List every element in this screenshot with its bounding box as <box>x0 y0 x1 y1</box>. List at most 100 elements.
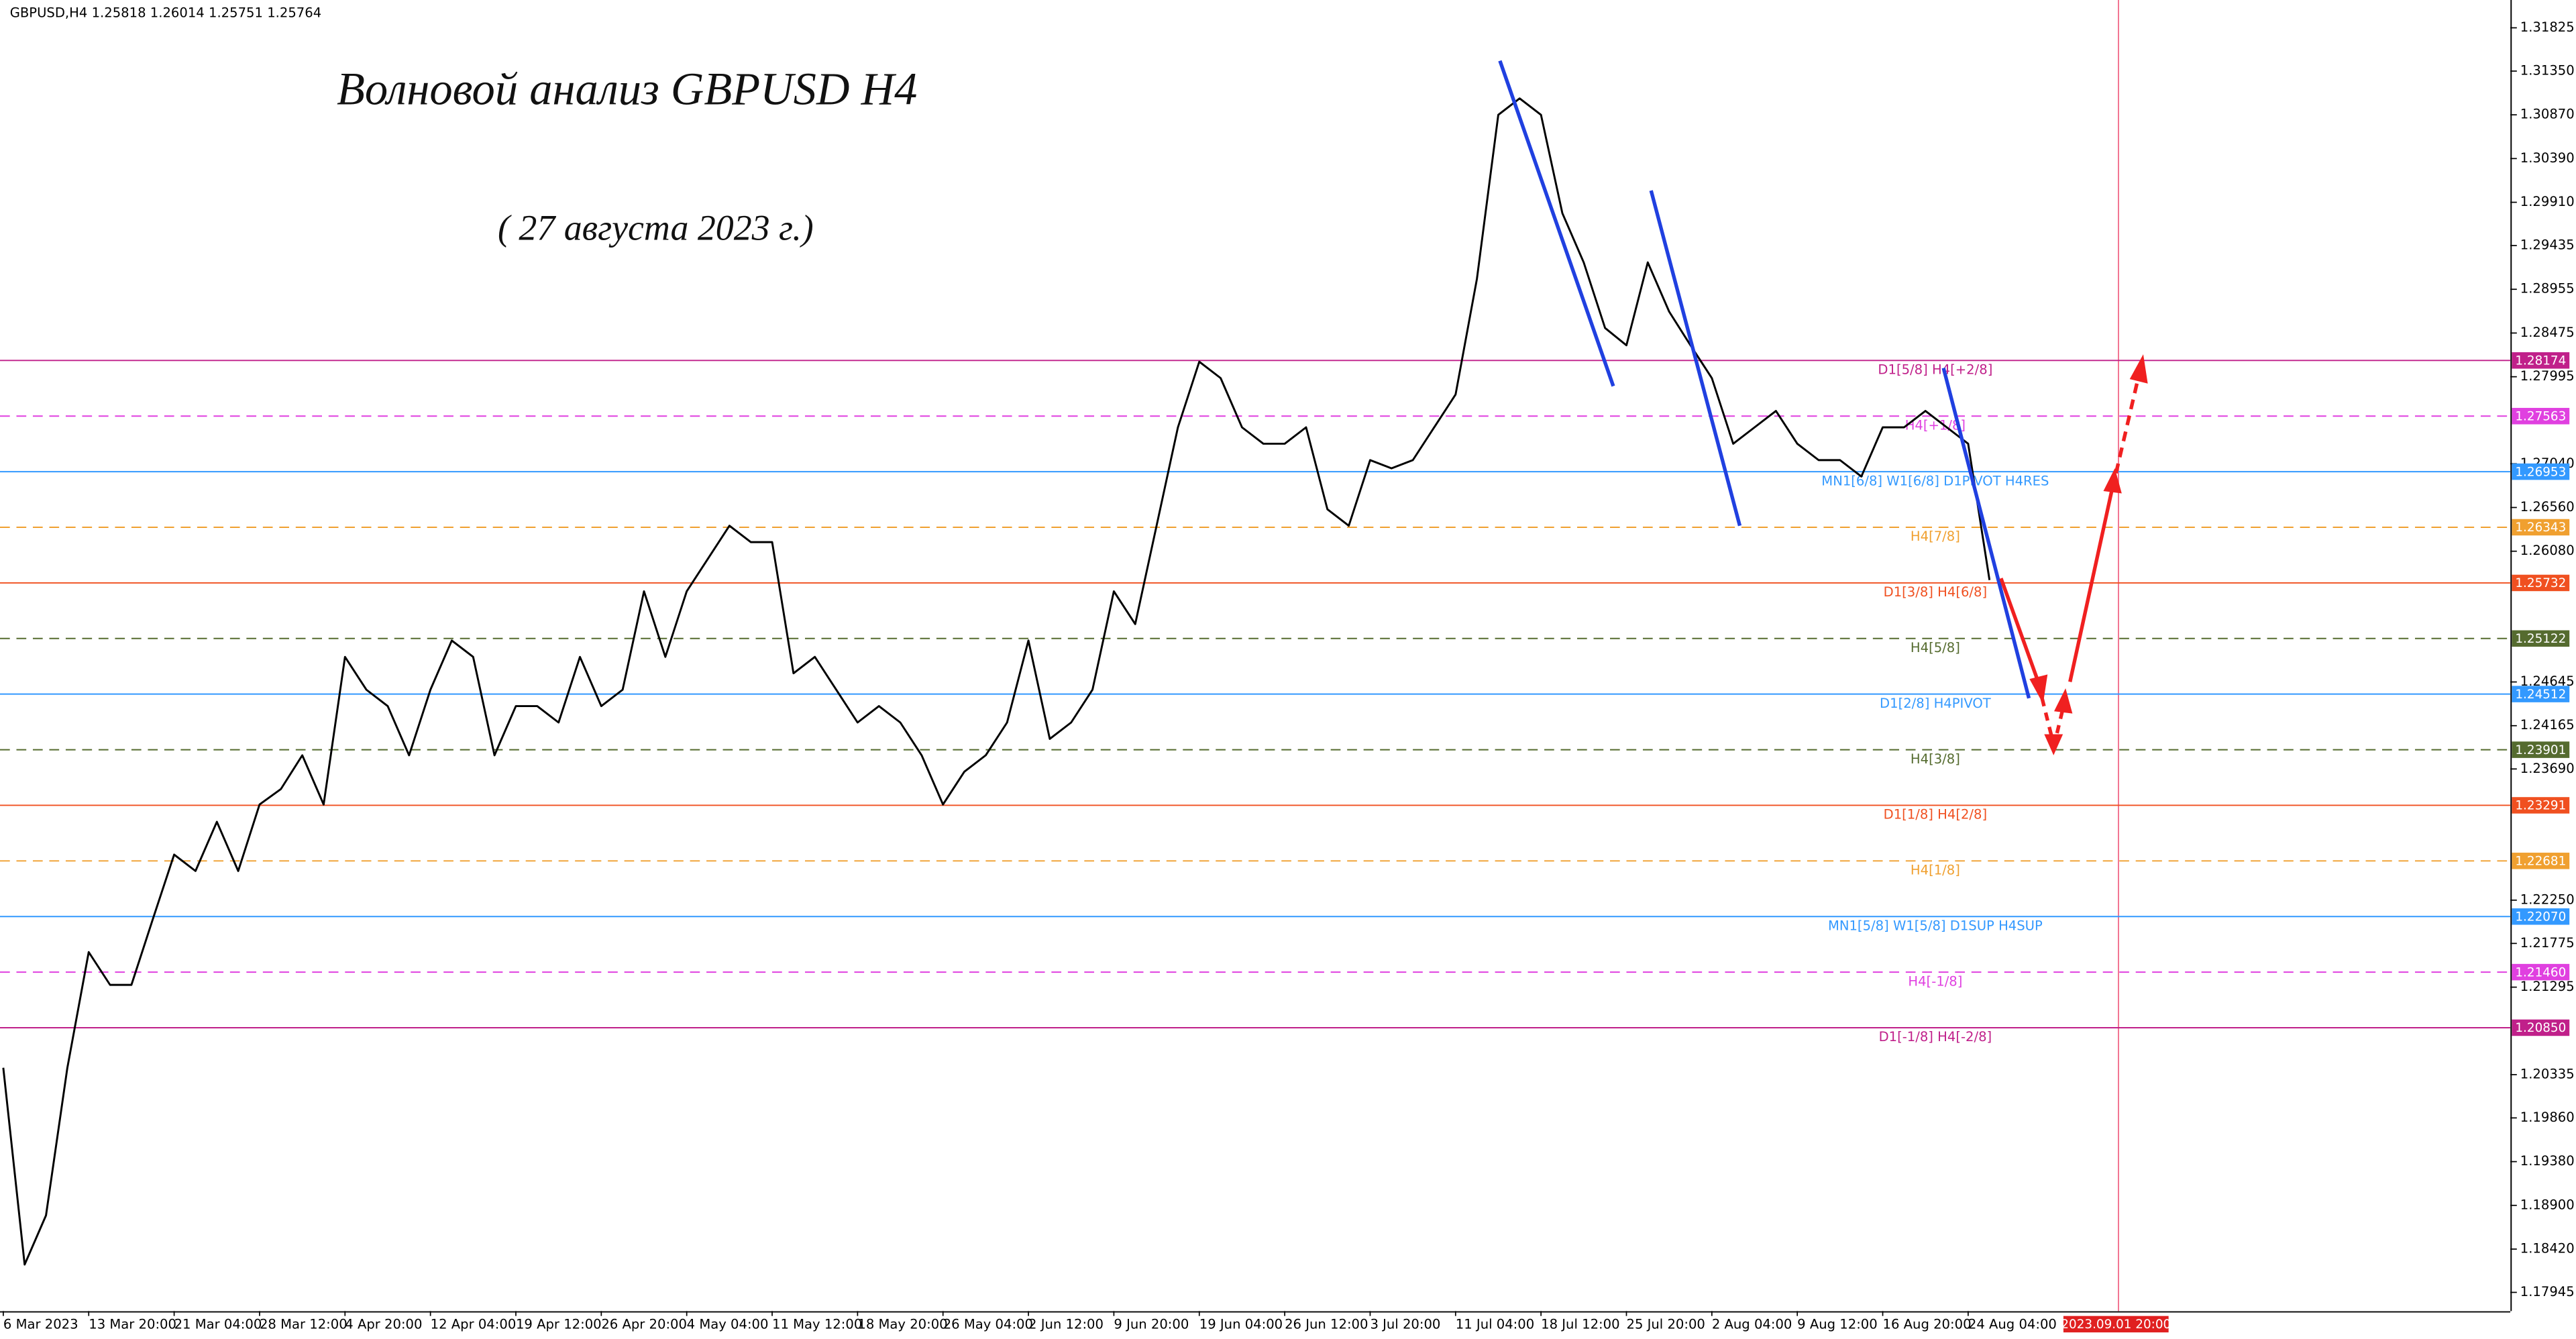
chart-title: Волновой анализ GBPUSD H4 <box>337 63 917 114</box>
x-tick-label: 19 Apr 12:00 <box>516 1317 602 1332</box>
x-tick-label: 13 Mar 20:00 <box>89 1317 176 1332</box>
level-price: 1.27563 <box>2515 410 2566 424</box>
x-tick-label: 26 May 04:00 <box>943 1317 1033 1332</box>
y-tick-label: 1.28955 <box>2520 281 2575 297</box>
y-tick-label: 1.21775 <box>2520 935 2575 951</box>
x-tick-label: 18 Jul 12:00 <box>1541 1317 1619 1332</box>
x-tick-label: 9 Aug 12:00 <box>1797 1317 1878 1332</box>
level-price-box <box>2512 574 2570 592</box>
y-tick-label: 1.19860 <box>2520 1110 2575 1125</box>
level-label: MN1[5/8] W1[5/8] D1SUP H4SUP <box>1828 918 2043 933</box>
level-label: D1[-1/8] H4[-2/8] <box>1879 1029 1992 1045</box>
level-price: 1.26343 <box>2515 521 2566 535</box>
level-price: 1.23291 <box>2515 799 2566 813</box>
level-label: D1[2/8] H4PIVOT <box>1880 696 1992 711</box>
arrow-head <box>2129 354 2148 384</box>
y-tick-label: 1.19380 <box>2520 1153 2575 1169</box>
x-tick-label: 24 Aug 04:00 <box>1968 1317 2057 1332</box>
x-tick-label: 21 Mar 04:00 <box>174 1317 262 1332</box>
y-tick-label: 1.27995 <box>2520 368 2575 384</box>
level-price: 1.23901 <box>2515 743 2566 757</box>
level-price-box <box>2512 408 2570 425</box>
level-price-box <box>2512 853 2570 869</box>
x-tick-label: 4 May 04:00 <box>687 1317 769 1332</box>
level-price-box <box>2512 463 2570 480</box>
arrow-head <box>2054 688 2073 714</box>
level-label: H4[5/8] <box>1911 640 1960 655</box>
y-tick-label: 1.26560 <box>2520 499 2575 515</box>
x-tick-label: 28 Mar 12:00 <box>260 1317 347 1332</box>
x-tick-label: 11 Jul 04:00 <box>1456 1317 1534 1332</box>
cursor-time-box <box>2063 1316 2169 1333</box>
x-tick-label: 3 Jul 20:00 <box>1370 1317 1440 1332</box>
cursor-time: 2023.09.01 20:00 <box>2061 1318 2171 1332</box>
level-price-box <box>2512 686 2570 702</box>
x-tick-label: 9 Jun 20:00 <box>1114 1317 1189 1332</box>
level-price: 1.28174 <box>2515 354 2566 368</box>
level-price: 1.25122 <box>2515 632 2566 646</box>
y-tick-label: 1.21295 <box>2520 979 2575 994</box>
y-tick-label: 1.17945 <box>2520 1284 2575 1299</box>
level-price-box <box>2512 519 2570 536</box>
symbol-name: GBPUSD,H4 <box>10 5 88 20</box>
level-label: MN1[6/8] W1[6/8] D1PIVOT H4RES <box>1821 473 2049 488</box>
low: 1.25751 <box>209 5 263 20</box>
forecast-line <box>2114 374 2141 474</box>
plot: 1.31825 1.31350 1.30870 1.30390 1.29910 1.294… <box>0 19 2575 1332</box>
close: 1.25764 <box>267 5 321 20</box>
y-tick-label: 1.23690 <box>2520 761 2575 776</box>
x-tick-label: 18 May 20:00 <box>857 1317 947 1332</box>
level-price-box <box>2512 352 2570 369</box>
x-tick-label: 6 Mar 2023 <box>3 1317 78 1332</box>
arrow-head <box>2103 468 2122 494</box>
y-tick-label: 1.31350 <box>2520 62 2575 78</box>
level-label: D1[3/8] H4[6/8] <box>1884 584 1988 600</box>
level-price: 1.22681 <box>2515 855 2566 869</box>
arrow-head <box>2029 674 2048 704</box>
y-tick-label: 1.31825 <box>2520 19 2575 35</box>
y-tick-label: 1.18900 <box>2520 1197 2575 1212</box>
x-tick-label: 19 Jun 04:00 <box>1199 1317 1283 1332</box>
y-tick-label: 1.26080 <box>2520 543 2575 558</box>
price-line <box>2 97 1991 1266</box>
wave-line <box>1649 190 1742 527</box>
forecast-line <box>2051 706 2065 748</box>
y-tick-label: 1.22250 <box>2520 892 2575 907</box>
y-tick-label: 1.24645 <box>2520 674 2575 689</box>
high: 1.26014 <box>150 5 205 20</box>
level-price: 1.22070 <box>2515 910 2566 924</box>
y-tick-label: 1.28475 <box>2520 325 2575 340</box>
y-tick-label: 1.18420 <box>2520 1240 2575 1256</box>
y-tick-label: 1.29435 <box>2520 237 2575 253</box>
level-label: H4[1/8] <box>1911 862 1960 877</box>
x-tick-label: 11 May 12:00 <box>772 1317 862 1332</box>
level-price-box <box>2512 630 2570 647</box>
level-price-box <box>2512 797 2570 814</box>
wave-lines <box>1498 60 2031 699</box>
forecast-line <box>1999 578 2041 684</box>
level-price: 1.20850 <box>2515 1021 2566 1035</box>
level-price-box <box>2512 908 2570 925</box>
level-price: 1.24512 <box>2515 688 2566 702</box>
wave-line <box>1941 367 2031 699</box>
level-label: H4[3/8] <box>1911 751 1960 767</box>
y-tick-label: 1.24165 <box>2520 717 2575 733</box>
wave-line <box>1498 60 1615 387</box>
level-price-box <box>2512 963 2570 981</box>
y-tick-label: 1.20335 <box>2520 1066 2575 1081</box>
x-tick-label: 2 Aug 04:00 <box>1712 1317 1792 1332</box>
level-label: H4[7/8] <box>1911 529 1960 544</box>
x-tick-label: 2 Jun 12:00 <box>1028 1317 1104 1332</box>
x-tick-label: 26 Jun 12:00 <box>1285 1317 1368 1332</box>
level-label: H4[-1/8] <box>1908 973 1962 989</box>
forecast <box>1999 354 2148 755</box>
level-price: 1.26953 <box>2515 465 2566 479</box>
x-tick-label: 26 Apr 20:00 <box>601 1317 687 1332</box>
level-price-box <box>2512 1019 2570 1036</box>
x-tick-label: 16 Aug 20:00 <box>1883 1317 1972 1332</box>
x-tick-label: 12 Apr 04:00 <box>431 1317 517 1332</box>
open: 1.25818 <box>92 5 146 20</box>
x-tick-label: 25 Jul 20:00 <box>1626 1317 1705 1332</box>
